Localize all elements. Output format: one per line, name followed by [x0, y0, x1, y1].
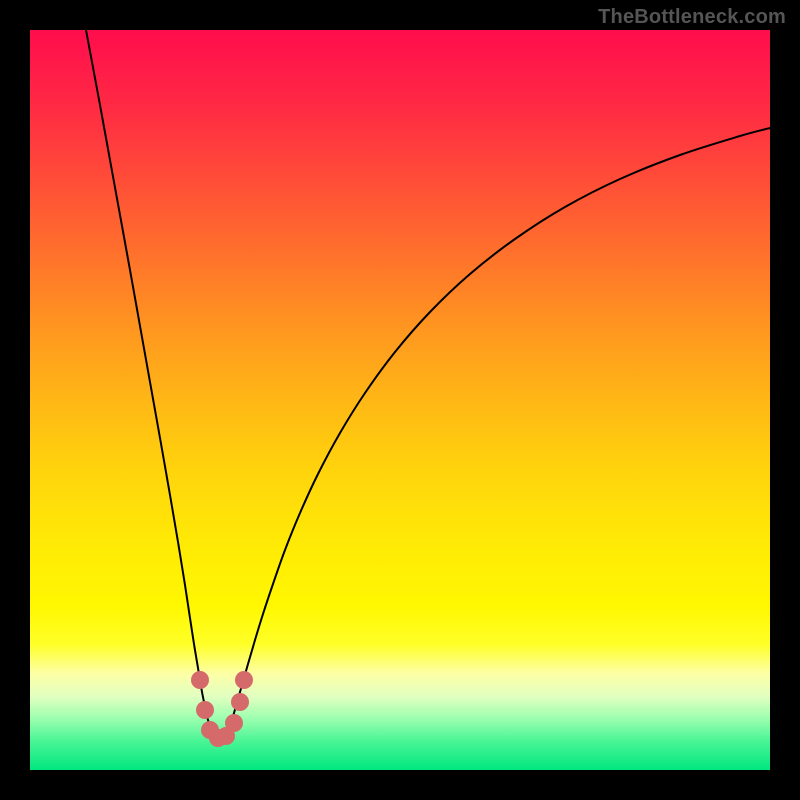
trough-marker	[191, 671, 209, 689]
heatmap-background	[30, 30, 770, 770]
heatmap-svg	[30, 30, 770, 770]
trough-marker	[225, 714, 243, 732]
chart-outer-frame: TheBottleneck.com	[0, 0, 800, 800]
trough-marker	[196, 701, 214, 719]
trough-marker	[231, 693, 249, 711]
watermark-label: TheBottleneck.com	[598, 6, 786, 29]
trough-marker	[235, 671, 253, 689]
plot-area	[30, 30, 770, 770]
